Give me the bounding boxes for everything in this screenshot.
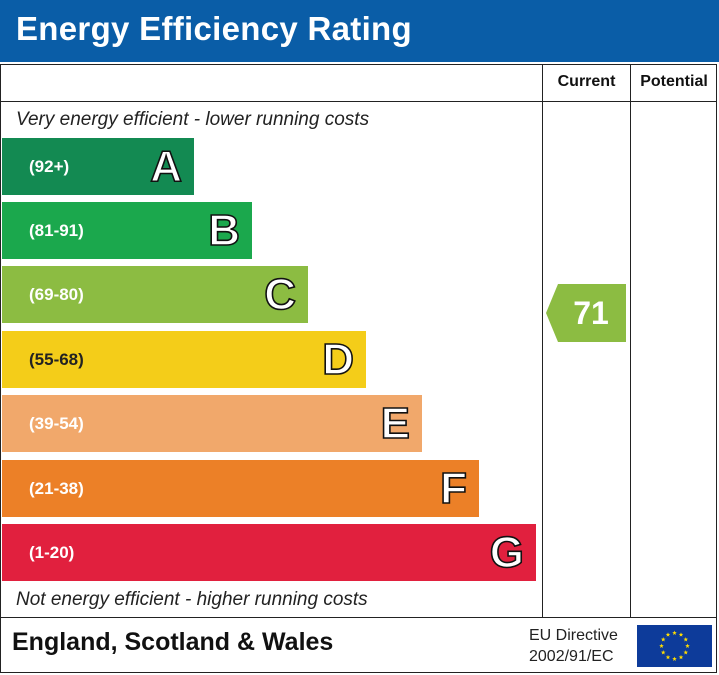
band-range: (1-20) bbox=[29, 543, 75, 562]
bottom-note: Not energy efficient - higher running co… bbox=[16, 589, 368, 610]
eu-star-icon bbox=[665, 632, 671, 637]
band-e: (39-54) E bbox=[2, 395, 422, 452]
potential-column-header: Potential bbox=[640, 73, 708, 90]
band-letter: B bbox=[207, 205, 240, 256]
current-column-divider bbox=[542, 64, 543, 618]
band-letter: D bbox=[321, 334, 354, 385]
band-letter: E bbox=[380, 398, 411, 449]
rating-frame bbox=[0, 64, 717, 673]
band-a: (92+) A bbox=[2, 138, 194, 195]
page-title: Energy Efficiency Rating bbox=[16, 10, 412, 47]
band-letter: G bbox=[489, 527, 525, 578]
top-note: Very energy efficient - lower running co… bbox=[16, 109, 370, 130]
band-range: (92+) bbox=[29, 157, 70, 176]
current-rating-arrow: 71 bbox=[546, 284, 626, 342]
eu-star-icon bbox=[665, 654, 671, 660]
band-range: (55-68) bbox=[29, 350, 84, 369]
band-range: (81-91) bbox=[29, 221, 84, 240]
eu-star-icon bbox=[685, 643, 690, 648]
eu-star-icon bbox=[683, 637, 689, 642]
eu-star-icon bbox=[659, 643, 664, 648]
header-bar: Energy Efficiency Rating bbox=[0, 0, 719, 62]
eu-star-icon bbox=[660, 637, 666, 642]
directive-line-1: EU Directive bbox=[529, 627, 618, 644]
band-letter: C bbox=[263, 269, 296, 320]
eu-star-icon bbox=[678, 654, 684, 660]
potential-column-divider bbox=[630, 64, 631, 618]
current-rating-value: 71 bbox=[573, 295, 609, 331]
footer-region: England, Scotland & Wales bbox=[12, 628, 334, 656]
band-b: (81-91) B bbox=[2, 202, 252, 259]
band-f: (21-38) F bbox=[2, 460, 479, 517]
eu-star-icon bbox=[683, 650, 689, 655]
eu-star-icon bbox=[672, 630, 677, 635]
band-c: (69-80) C bbox=[2, 266, 308, 323]
band-range: (21-38) bbox=[29, 479, 84, 498]
eu-star-icon bbox=[678, 632, 684, 637]
directive-line-2: 2002/91/EC bbox=[529, 648, 614, 665]
band-letter: F bbox=[439, 463, 467, 514]
band-letter: A bbox=[149, 141, 182, 192]
band-range: (69-80) bbox=[29, 285, 84, 304]
eu-flag-icon bbox=[637, 625, 712, 667]
eu-star-icon bbox=[660, 650, 666, 655]
current-rating-arrow-shape bbox=[546, 284, 626, 342]
header-row-divider bbox=[0, 101, 717, 102]
footer-divider bbox=[0, 617, 717, 618]
band-range: (39-54) bbox=[29, 414, 84, 433]
band-g: (1-20) G bbox=[2, 524, 536, 581]
band-d: (55-68) D bbox=[2, 331, 366, 388]
eu-star-icon bbox=[672, 656, 677, 661]
current-column-header: Current bbox=[557, 73, 616, 90]
